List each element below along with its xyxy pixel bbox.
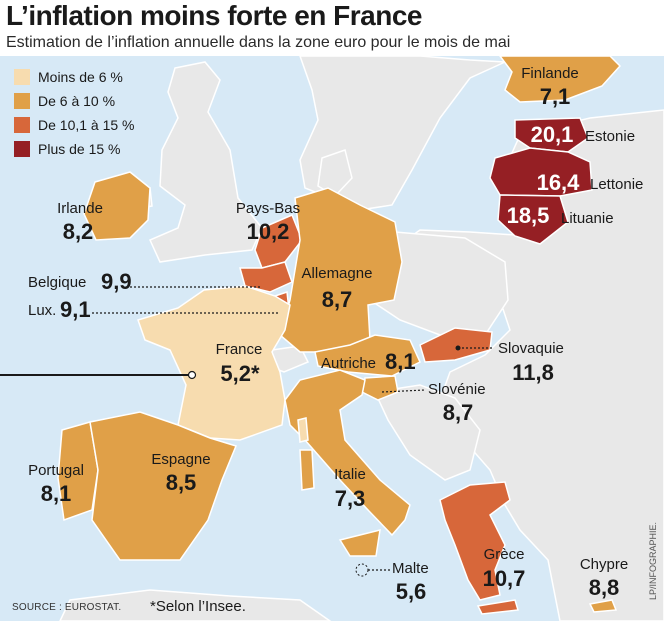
label-lettonie-name: Lettonie [590,176,644,193]
label-irlande-name: Irlande [57,200,103,217]
legend-swatch [14,69,30,85]
label-grece-value: 10,7 [482,566,526,591]
label-grece-name: Grèce [483,546,525,563]
label-italie-value: 7,3 [334,486,366,511]
label-autriche-name: Autriche [321,355,377,372]
label-lituanie-name: Lituanie [561,210,614,227]
label-autriche-value: 8,1 [385,349,416,374]
country-shape-italie [284,369,411,537]
label-slovaquie-value: 11,8 [512,360,554,385]
country-shape-lettonie [489,147,593,197]
legend-swatch [14,117,30,133]
credit: LP/INFOGRAPHIE. [648,521,658,600]
country-shape-irlande [83,171,151,241]
legend-label: Moins de 6 % [38,69,123,85]
source-note: SOURCE : EUROSTAT. [12,602,122,613]
label-finlande-value: 7,1 [539,84,571,109]
legend-swatch [14,141,30,157]
label-lux-name: Lux. [28,302,57,319]
label-allemagne-value: 8,7 [321,287,353,312]
label-estonie-value: 20,1 [530,122,574,147]
country-shape-autriche [314,334,421,377]
page-subtitle: Estimation de l’inflation annuelle dans … [6,34,511,51]
leader-lines [92,286,492,571]
legend-label: Plus de 15 % [38,141,121,157]
label-estonie-name: Estonie [585,128,636,145]
country-shape-chypre [588,599,618,613]
country-shape-lituanie [497,194,569,245]
label-lux-value: 9,1 [60,297,91,322]
legend-item: De 6 à 10 % [14,90,138,112]
label-espagne-name: Espagne [151,451,211,468]
land-north-africa [59,589,332,621]
label-slovenie-name: Slovénie [428,381,486,398]
label-italie-name: Italie [334,466,366,483]
label-lettonie-value: 16,4 [536,170,580,195]
country-shape-grece [439,481,511,601]
legend-item: Plus de 15 % [14,138,138,160]
label-france-value: 5,2* [220,361,260,386]
country-shape-finlande [499,56,622,103]
label-slovaquie-name: Slovaquie [498,340,564,357]
country-shape-sardaigne [299,449,315,491]
country-shape-espagne [89,411,238,561]
legend-swatch [14,93,30,109]
footnote: *Selon l’Insee. [150,598,246,615]
label-portugal-value: 8,1 [40,481,72,506]
label-pays-bas-value: 10,2 [246,219,290,244]
label-malte-value: 5,6 [395,579,427,604]
label-lituanie-value: 18,5 [506,203,550,228]
label-belgique-name: Belgique [28,274,87,291]
legend-label: De 10,1 à 15 % [38,117,135,133]
label-chypre-name: Chypre [579,556,629,573]
label-france-name: France [215,341,263,358]
europe-map [0,56,664,621]
label-pays-bas-name: Pays-Bas [235,200,301,217]
country-shape-slovaquie [419,327,493,363]
label-portugal-name: Portugal [28,462,84,479]
land-great-britain [149,61,263,263]
page-title: L’inflation moins forte en France [6,0,423,31]
france-marker [187,370,197,380]
label-belgique-value: 9,9 [101,269,132,294]
legend-item: Moins de 6 % [14,66,138,88]
legend: Moins de 6 % De 6 à 10 % De 10,1 à 15 % … [14,66,138,162]
label-irlande-value: 8,2 [62,219,94,244]
legend-item: De 10,1 à 15 % [14,114,138,136]
label-espagne-value: 8,5 [165,470,197,495]
slovaquie-marker [455,345,461,351]
label-malte-name: Malte [392,560,429,577]
land-scandinavia [299,56,506,211]
leader-slovenie [381,389,426,393]
land-balkans [373,384,481,481]
label-slovenie-value: 8,7 [442,400,474,425]
land-denmark [317,149,353,197]
country-shape-crete [476,599,519,615]
label-chypre-value: 8,8 [588,575,620,600]
non-eurozone-land [59,56,664,621]
legend-label: De 6 à 10 % [38,93,116,109]
label-allemagne-name: Allemagne [301,265,373,282]
country-shape-corse [297,417,309,443]
country-shape-sicile [338,528,381,557]
eurozone-countries [57,56,622,615]
label-finlande-name: Finlande [521,65,579,82]
